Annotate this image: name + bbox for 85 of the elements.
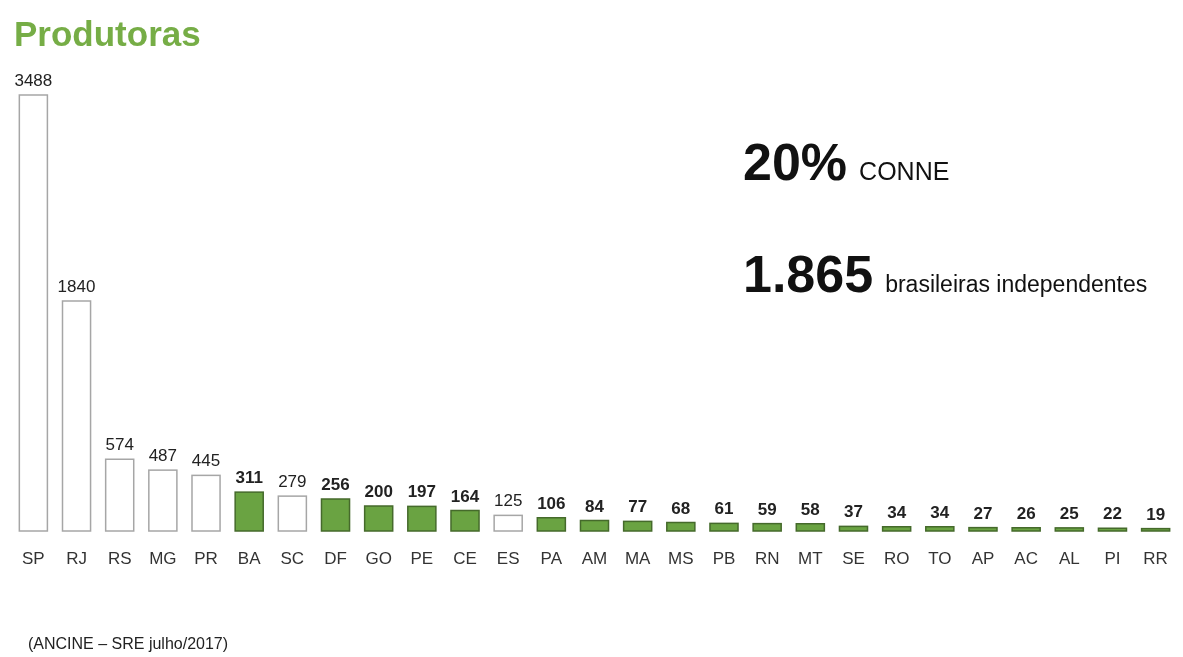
bar [407,505,437,532]
bar [18,94,49,532]
bar [838,525,869,532]
x-tick-label: RR [1143,549,1168,568]
x-tick-label: MG [149,549,177,568]
x-tick-label: BA [237,549,262,568]
x-tick-label: PR [194,549,218,568]
bar [234,491,264,532]
bar [61,300,92,532]
data-label: 487 [148,446,178,466]
bar [709,522,739,532]
data-label: 200 [364,482,393,501]
x-tick-label: SP [22,549,45,568]
bar [493,514,523,532]
x-tick-label: MS [668,549,694,568]
data-label: 574 [105,435,134,455]
bar [277,495,308,532]
x-tick-label: DF [324,549,347,568]
bar [1097,527,1128,532]
annotation: 1.865 brasileiras independentes [743,245,1148,303]
data-label: 125 [493,491,523,511]
data-label: 197 [407,482,437,502]
data-label: 34 [887,502,907,522]
annotation: 20% CONNE [743,133,950,191]
chart-title: Produtoras [14,14,201,53]
x-tick-label: PE [410,549,434,568]
bar [752,522,782,532]
x-tick-label: RN [754,549,780,568]
bar [1054,527,1085,532]
data-label: 27 [973,503,993,523]
bar [1011,527,1041,532]
x-tick-label: AM [581,549,608,568]
data-label: 106 [537,493,566,513]
bar [450,509,480,532]
x-tick-label: AP [971,549,995,568]
bar [536,517,567,532]
x-tick-label: AC [1014,549,1038,568]
data-label: 37 [844,502,863,522]
data-label: 77 [628,497,648,517]
data-label: 445 [191,451,221,471]
bar [1140,527,1171,532]
x-tick-label: RJ [66,549,87,568]
data-label: 279 [278,472,307,492]
data-label: 68 [671,498,691,518]
x-tick-label: MA [624,549,652,568]
x-tick-label: AL [1058,549,1080,568]
bar [795,523,826,532]
data-label: 34 [930,502,950,522]
bar [363,505,394,532]
data-label: 311 [235,468,263,488]
bar [968,526,998,532]
data-label: 1840 [57,277,96,296]
x-tick-label: PA [540,549,563,568]
x-tick-label: RS [107,549,132,568]
x-tick-label: PB [712,549,736,568]
data-label: 3488 [14,71,53,90]
bar [579,519,610,532]
x-tick-label: MT [798,549,823,568]
x-tick-label: RO [883,549,910,568]
bar [320,498,351,532]
data-label: 25 [1059,503,1079,523]
data-label: 59 [757,499,777,519]
x-tick-label: SE [842,549,865,568]
text: (ANCINE – SRE julho/2017) [28,635,229,652]
bar [148,469,178,532]
data-label: 19 [1146,504,1166,524]
bar [925,526,955,532]
x-tick-label: TO [928,549,952,568]
x-tick-label: CE [453,549,477,568]
bar [881,526,912,532]
x-tick-label: GO [365,549,392,568]
x-tick-label: ES [496,549,520,568]
data-label: 61 [714,499,734,519]
bar [104,458,135,532]
bar [622,520,653,532]
data-label: 22 [1103,504,1122,524]
data-label: 84 [585,496,605,516]
x-tick-label: PI [1104,549,1121,568]
data-label: 58 [800,499,820,519]
data-label: 164 [450,486,480,506]
x-tick-label: SC [280,549,305,568]
bar [191,474,221,532]
data-label: 26 [1016,503,1036,523]
data-label: 256 [321,475,350,494]
bar [666,521,696,532]
